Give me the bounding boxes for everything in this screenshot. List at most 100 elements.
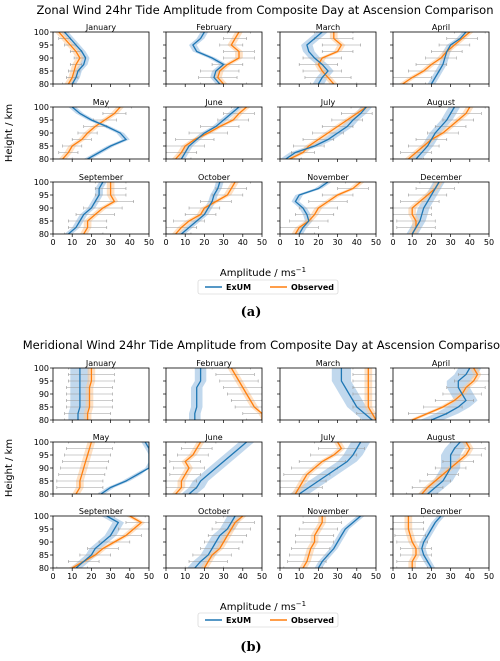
x-tick-label: 10 xyxy=(180,572,190,581)
plot-area xyxy=(166,442,255,494)
x-tick-label: 0 xyxy=(277,238,282,247)
legend-exum-label: ExUM xyxy=(226,283,251,292)
x-tick-label: 30 xyxy=(333,238,343,247)
plot-area xyxy=(280,182,376,234)
observed-line xyxy=(230,368,262,420)
legend-observed-label: Observed xyxy=(291,283,334,292)
observed-line xyxy=(86,368,93,420)
observed-line xyxy=(175,442,202,494)
y-axis-label: Height / km xyxy=(4,439,15,497)
observed-line xyxy=(367,368,376,420)
observed-line xyxy=(203,516,244,568)
x-tick-label: 20 xyxy=(313,238,323,247)
panel-may: May 80 85 90 95 100 xyxy=(34,433,150,499)
y-tick-label: 85 xyxy=(39,142,49,151)
x-tick-label: 50 xyxy=(371,238,381,247)
panel-title: February xyxy=(196,23,232,32)
plot-area xyxy=(283,516,365,568)
panel-title: October xyxy=(198,173,231,182)
x-tick-label: 30 xyxy=(106,572,116,581)
y-tick-label: 80 xyxy=(39,416,49,425)
plot-area xyxy=(393,368,489,420)
y-tick-label: 85 xyxy=(39,477,49,486)
x-tick-label: 10 xyxy=(294,238,304,247)
exum-band xyxy=(181,442,255,494)
legend: ExUM Observed xyxy=(197,279,339,295)
panel-title: April xyxy=(432,23,450,32)
panel-march: March xyxy=(277,359,377,423)
plot-area xyxy=(184,516,262,568)
x-tick-label: 40 xyxy=(352,572,362,581)
panel-september: September 80 85 90 95 100 0 10 20 30 40 50 xyxy=(34,173,154,247)
exum-line xyxy=(421,516,442,568)
x-tick-label: 40 xyxy=(125,238,135,247)
y-tick-label: 80 xyxy=(39,155,49,164)
legend-exum-label: ExUM xyxy=(226,616,251,625)
x-axis-label: Amplitude / ms−1 xyxy=(220,600,306,613)
panel-title: March xyxy=(316,359,340,368)
panel-september: September 80 85 90 95 100 0 10 20 30 40 50 xyxy=(34,507,154,581)
exum-band xyxy=(291,182,332,234)
observed-line xyxy=(217,32,240,84)
x-tick-label: 20 xyxy=(86,238,96,247)
exum-line xyxy=(64,32,87,84)
plot-area xyxy=(53,32,90,84)
panel-title: April xyxy=(432,359,450,368)
exum-line xyxy=(306,32,329,84)
observed-band xyxy=(408,368,482,420)
exum-line xyxy=(430,32,467,84)
x-tick-label: 10 xyxy=(67,572,77,581)
panel-title: November xyxy=(307,173,349,182)
exum-line xyxy=(180,107,240,159)
observed-line xyxy=(317,32,343,84)
exum-line xyxy=(411,182,440,234)
chart-meridional: Meridional Wind 24hr Tide Amplitude from… xyxy=(4,338,500,655)
panel-january: January 80 85 90 95 100 xyxy=(34,23,150,89)
panel-april: April xyxy=(390,23,490,87)
x-axis-label: Amplitude / ms−1 xyxy=(220,266,306,279)
exum-band xyxy=(189,368,207,420)
exum-line xyxy=(427,442,461,494)
plot-area xyxy=(189,368,262,420)
panel-title: July xyxy=(320,98,336,107)
panel-august: August xyxy=(390,433,490,497)
plot-area xyxy=(393,107,486,159)
x-tick-label: 30 xyxy=(219,238,229,247)
x-axis-label-exponent: −1 xyxy=(296,600,306,608)
chart-zonal: Zonal Wind 24hr Tide Amplitude from Comp… xyxy=(4,3,494,320)
y-tick-label: 85 xyxy=(39,67,49,76)
y-tick-label: 95 xyxy=(39,41,49,50)
exum-line xyxy=(415,107,455,159)
panel-title: October xyxy=(198,507,231,516)
plot-area xyxy=(189,32,255,84)
plot-area xyxy=(280,442,371,494)
exum-line xyxy=(317,516,362,568)
panel-title: June xyxy=(204,433,223,442)
y-tick-label: 85 xyxy=(39,403,49,412)
plot-area xyxy=(53,442,149,494)
y-tick-label: 85 xyxy=(39,551,49,560)
plot-area xyxy=(331,368,376,420)
y-tick-label: 90 xyxy=(39,390,49,399)
observed-line xyxy=(62,107,121,159)
y-tick-label: 100 xyxy=(34,438,49,447)
x-tick-label: 40 xyxy=(238,238,248,247)
observed-band xyxy=(68,516,146,568)
panel-december: December 0 10 20 30 40 50 xyxy=(390,173,494,247)
exum-line xyxy=(192,32,225,84)
observed-line xyxy=(75,442,93,494)
x-tick-label: 30 xyxy=(333,572,343,581)
y-tick-label: 95 xyxy=(39,191,49,200)
exum-band xyxy=(70,516,124,568)
exum-line xyxy=(100,442,149,494)
panel-title: February xyxy=(196,359,232,368)
panel-title: August xyxy=(427,98,455,107)
x-tick-label: 10 xyxy=(180,238,190,247)
x-tick-label: 50 xyxy=(484,572,494,581)
observed-line xyxy=(289,107,367,159)
panel-title: May xyxy=(93,98,110,107)
x-tick-label: 10 xyxy=(407,238,417,247)
x-tick-label: 0 xyxy=(277,572,282,581)
plot-area xyxy=(56,516,149,568)
plot-area xyxy=(64,368,115,420)
